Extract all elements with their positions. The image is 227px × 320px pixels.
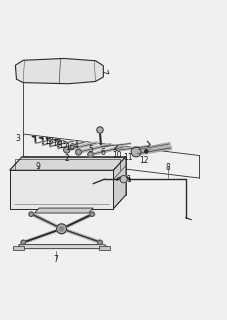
Text: 8: 8 [165, 164, 170, 172]
Text: 7: 7 [54, 255, 58, 264]
Text: 5: 5 [89, 145, 93, 154]
Text: 10: 10 [112, 150, 122, 160]
Circle shape [21, 240, 25, 244]
Circle shape [57, 224, 67, 234]
Text: 13: 13 [44, 137, 54, 146]
Text: 12: 12 [139, 156, 149, 165]
Polygon shape [15, 59, 103, 84]
Text: 2: 2 [65, 154, 70, 164]
Circle shape [120, 176, 127, 183]
Text: 9: 9 [35, 162, 40, 171]
Text: 3: 3 [15, 134, 20, 143]
Text: 15: 15 [59, 141, 68, 150]
Text: 6: 6 [101, 148, 106, 156]
Polygon shape [35, 208, 93, 213]
Circle shape [131, 147, 141, 157]
Text: 14: 14 [52, 139, 62, 148]
Circle shape [98, 240, 102, 244]
Circle shape [88, 152, 93, 157]
Text: 11: 11 [123, 153, 133, 162]
Circle shape [64, 147, 70, 153]
Polygon shape [114, 156, 126, 209]
Circle shape [90, 212, 94, 216]
Text: 16: 16 [65, 143, 75, 152]
Polygon shape [99, 246, 110, 250]
Circle shape [59, 227, 64, 231]
Polygon shape [10, 156, 126, 170]
Text: 1: 1 [126, 175, 131, 184]
Circle shape [145, 150, 148, 153]
Polygon shape [13, 246, 24, 250]
Circle shape [29, 212, 33, 216]
Polygon shape [19, 244, 109, 249]
Circle shape [97, 127, 103, 133]
Polygon shape [10, 170, 114, 209]
Circle shape [76, 149, 81, 155]
Text: 4: 4 [74, 141, 79, 150]
